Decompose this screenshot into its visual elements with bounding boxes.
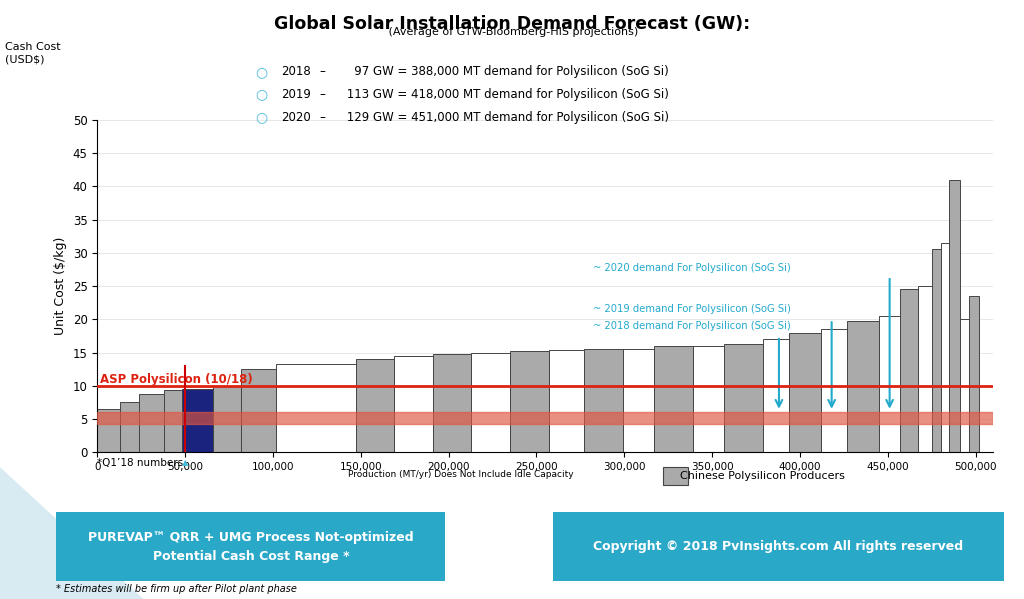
Bar — [181, 389, 213, 452]
Bar — [97, 412, 993, 424]
Bar — [355, 359, 394, 452]
Bar — [510, 351, 549, 452]
Bar — [654, 346, 693, 452]
Text: –: – — [319, 111, 326, 124]
Bar — [242, 369, 276, 452]
Bar — [949, 180, 959, 452]
Bar — [959, 319, 969, 452]
Bar — [900, 289, 918, 452]
Bar — [623, 349, 654, 452]
Bar — [918, 286, 932, 452]
Text: Chinese Polysilicon Producers: Chinese Polysilicon Producers — [666, 471, 845, 481]
Bar — [763, 339, 790, 452]
Bar — [471, 352, 510, 452]
Text: 2019: 2019 — [282, 88, 311, 101]
Bar — [120, 403, 139, 452]
Bar — [549, 350, 584, 452]
Bar — [848, 320, 879, 452]
Bar — [941, 243, 949, 452]
Text: ○: ○ — [255, 87, 267, 102]
Bar — [693, 346, 724, 452]
Text: (Average of GTW-Bloomberg-HIS projections): (Average of GTW-Bloomberg-HIS projection… — [385, 27, 639, 37]
Bar — [932, 249, 941, 452]
Text: Copyright © 2018 PvInsights.com All rights reserved: Copyright © 2018 PvInsights.com All righ… — [593, 540, 964, 553]
Bar — [164, 391, 181, 452]
Text: 113 GW = 418,000 MT demand for Polysilicon (SoG Si): 113 GW = 418,000 MT demand for Polysilic… — [343, 88, 669, 101]
Text: Production (MT/yr) Does Not Include Idle Capacity: Production (MT/yr) Does Not Include Idle… — [348, 470, 573, 479]
Text: ASP Polysilicon (10/18): ASP Polysilicon (10/18) — [100, 373, 253, 386]
Bar — [969, 296, 979, 452]
Text: 2020: 2020 — [282, 111, 311, 124]
Bar — [790, 332, 821, 452]
Text: –: – — [319, 88, 326, 101]
Text: 97 GW = 388,000 MT demand for Polysilicon (SoG Si): 97 GW = 388,000 MT demand for Polysilico… — [343, 65, 669, 78]
Bar — [139, 394, 164, 452]
Text: PUREVAP™ QRR + UMG Process Not-optimized
Potential Cash Cost Range *: PUREVAP™ QRR + UMG Process Not-optimized… — [88, 531, 414, 562]
Text: Global Solar Installation Demand Forecast (GW):: Global Solar Installation Demand Forecas… — [273, 15, 751, 33]
Text: ~ 2018 demand For Polysilicon (SoG Si): ~ 2018 demand For Polysilicon (SoG Si) — [593, 321, 791, 331]
Y-axis label: Unit Cost ($/kg): Unit Cost ($/kg) — [54, 237, 68, 335]
Bar — [213, 386, 242, 452]
Bar — [97, 409, 120, 452]
Bar — [433, 354, 471, 452]
Bar — [584, 349, 623, 452]
Bar — [821, 329, 848, 452]
Text: *Q1’18 numbers: *Q1’18 numbers — [97, 458, 183, 468]
Bar — [276, 364, 355, 452]
Bar — [394, 356, 433, 452]
Text: ~ 2019 demand For Polysilicon (SoG Si): ~ 2019 demand For Polysilicon (SoG Si) — [593, 304, 791, 314]
Text: ▲: ▲ — [182, 458, 188, 467]
Text: ○: ○ — [255, 110, 267, 125]
Text: 2018: 2018 — [282, 65, 311, 78]
Text: –: – — [319, 65, 326, 78]
Text: ○: ○ — [255, 65, 267, 79]
Text: Cash Cost
(USD$): Cash Cost (USD$) — [5, 42, 60, 64]
Text: * Estimates will be firm up after Pilot plant phase: * Estimates will be firm up after Pilot … — [56, 584, 297, 594]
Bar — [724, 344, 763, 452]
Text: 129 GW = 451,000 MT demand for Polysilicon (SoG Si): 129 GW = 451,000 MT demand for Polysilic… — [343, 111, 669, 124]
Bar — [879, 316, 900, 452]
Text: ~ 2020 demand For Polysilicon (SoG Si): ~ 2020 demand For Polysilicon (SoG Si) — [593, 263, 791, 273]
